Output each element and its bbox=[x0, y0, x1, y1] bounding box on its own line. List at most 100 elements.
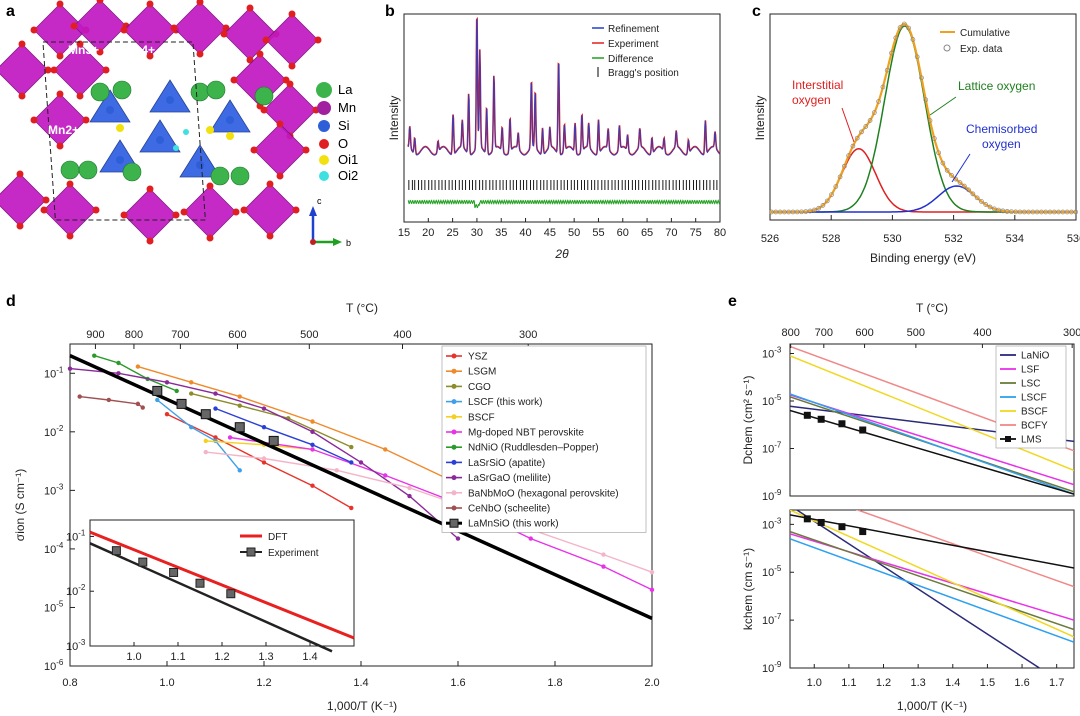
mn-octahedron bbox=[223, 7, 277, 61]
top-tick-label: 300 bbox=[1063, 327, 1080, 339]
silicon-atom bbox=[226, 116, 234, 124]
site-label-mn3: Mn3+ bbox=[68, 43, 99, 57]
series-point bbox=[203, 438, 208, 444]
annot-chemisorbed-arrow bbox=[951, 153, 971, 183]
series-point bbox=[383, 447, 388, 452]
oxygen-atom bbox=[96, 0, 104, 4]
oxygen-atom bbox=[288, 10, 296, 18]
mn-octahedron bbox=[173, 1, 227, 55]
series-point bbox=[116, 371, 121, 376]
top-tick-label: 800 bbox=[125, 329, 143, 341]
crystal-structure-panel: Mn3+ Mn4+ Mn2+ La Mn Si O Oi1 Oi2 c b bbox=[0, 0, 358, 248]
series-line bbox=[796, 510, 1040, 668]
series-line bbox=[790, 530, 1074, 631]
oxygen-atom bbox=[170, 24, 178, 32]
legend-entry: CeNbO (scheelite) bbox=[468, 504, 550, 515]
oxygen-atom bbox=[50, 66, 58, 74]
series-point bbox=[407, 493, 412, 499]
y-tick-label: 10-3 bbox=[762, 516, 782, 531]
exp-data-point bbox=[983, 202, 989, 207]
top-tick-label: 600 bbox=[228, 329, 246, 341]
series-marker bbox=[859, 426, 867, 434]
exp-data-point bbox=[970, 191, 976, 197]
silicon-atom bbox=[196, 161, 204, 169]
exp-data-point bbox=[1073, 209, 1079, 215]
series-point bbox=[213, 406, 218, 411]
inset-x-tick-label: 1.0 bbox=[126, 651, 141, 663]
xrd-x-tick-label: 55 bbox=[592, 227, 604, 239]
xrd-x-tick-label: 80 bbox=[714, 227, 726, 239]
oxygen-atom bbox=[262, 36, 270, 44]
series-point bbox=[407, 485, 412, 491]
oxygen-atom bbox=[266, 180, 274, 188]
exp-data-point bbox=[923, 97, 929, 103]
exp-data-point bbox=[820, 203, 826, 208]
series-point bbox=[140, 405, 145, 410]
legend-si-swatch bbox=[318, 120, 330, 132]
series-marker bbox=[176, 398, 187, 409]
xrd-x-label: 2θ bbox=[554, 247, 569, 261]
inset-frame bbox=[89, 519, 355, 647]
oxygen-atom bbox=[56, 52, 64, 60]
exp-data-point bbox=[859, 129, 864, 135]
interstitial-oxygen-2 bbox=[183, 129, 189, 135]
y-tick-label: 10-5 bbox=[762, 393, 782, 408]
series-point bbox=[92, 353, 97, 358]
exp-data-point bbox=[906, 25, 911, 31]
exp-data-point bbox=[829, 192, 834, 198]
inset-legend-exp: Experiment bbox=[268, 548, 319, 559]
panel-letter-b: b bbox=[385, 3, 395, 20]
xrd-x-tick-label: 35 bbox=[495, 227, 507, 239]
xps-x-tick-label: 532 bbox=[944, 233, 962, 245]
series-point bbox=[349, 460, 354, 465]
oxygen-atom bbox=[266, 232, 274, 240]
series-point bbox=[203, 449, 208, 455]
series-marker bbox=[838, 523, 846, 531]
y-tick-exponent: -3 bbox=[774, 516, 782, 525]
series-point bbox=[601, 564, 606, 569]
series-point bbox=[77, 394, 82, 399]
conductivity-top-label: T (°C) bbox=[346, 301, 378, 315]
exp-data-point bbox=[936, 150, 941, 156]
series-line bbox=[790, 355, 1074, 472]
oxygen-atom bbox=[16, 170, 24, 178]
inset-experiment-marker bbox=[111, 546, 121, 556]
conductivity-y-label: σion (S cm⁻¹) bbox=[13, 469, 27, 541]
inset-experiment-marker bbox=[226, 589, 236, 599]
oxygen-atom bbox=[314, 36, 322, 44]
difference-curve bbox=[407, 199, 721, 209]
x-tick-label: 1.8 bbox=[547, 677, 562, 689]
series-line bbox=[790, 510, 1074, 638]
series-marker bbox=[152, 385, 163, 396]
oxygen-atom bbox=[44, 66, 52, 74]
panel-letter-d: d bbox=[6, 293, 16, 310]
legend-marker bbox=[451, 444, 457, 450]
inset-legend: DFT Experiment bbox=[240, 532, 319, 559]
legend-entry: BSCF bbox=[1021, 407, 1048, 418]
xps-plot-area bbox=[769, 21, 1079, 215]
x-tick-label: 1.3 bbox=[910, 677, 925, 689]
oxygen-atom bbox=[196, 0, 204, 6]
crystal-structure-illustration bbox=[0, 0, 322, 245]
series-line bbox=[69, 354, 653, 620]
legend-entry: NdNiO (Ruddlesden–Popper) bbox=[468, 443, 599, 454]
xrd-x-tick-label: 45 bbox=[544, 227, 556, 239]
exp-data-point bbox=[949, 172, 954, 178]
oxygen-atom bbox=[92, 206, 100, 214]
x-tick-label: 0.8 bbox=[62, 677, 77, 689]
exp-data-point bbox=[893, 35, 899, 41]
legend-oi1: Oi1 bbox=[338, 152, 358, 167]
legend-oi1-swatch bbox=[319, 155, 329, 165]
annot-chemisorbed-1: Chemisorbed bbox=[966, 122, 1037, 136]
y-tick-label: 10-7 bbox=[762, 441, 782, 456]
series-line bbox=[790, 409, 1074, 495]
exp-data-point bbox=[979, 199, 984, 204]
xrd-x-tick-label: 65 bbox=[641, 227, 653, 239]
series-line bbox=[93, 354, 177, 392]
xps-x-tick-label: 530 bbox=[883, 233, 901, 245]
legend-expdata-swatch bbox=[943, 44, 951, 52]
y-tick-exponent: -9 bbox=[774, 660, 782, 669]
series-line bbox=[790, 393, 1074, 495]
oxygen-atom bbox=[302, 146, 310, 154]
oxygen-atom bbox=[146, 0, 154, 8]
